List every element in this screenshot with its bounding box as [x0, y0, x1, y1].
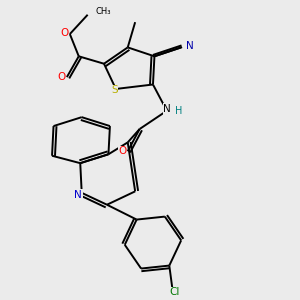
Text: H: H: [175, 106, 182, 116]
Text: N: N: [74, 190, 82, 200]
Text: N: N: [186, 41, 194, 51]
Text: O: O: [57, 72, 66, 82]
Text: O: O: [118, 146, 127, 156]
Text: Cl: Cl: [169, 287, 180, 297]
Text: CH₃: CH₃: [95, 7, 111, 16]
Text: N: N: [163, 104, 171, 114]
Text: S: S: [111, 85, 118, 95]
Text: O: O: [60, 28, 69, 38]
